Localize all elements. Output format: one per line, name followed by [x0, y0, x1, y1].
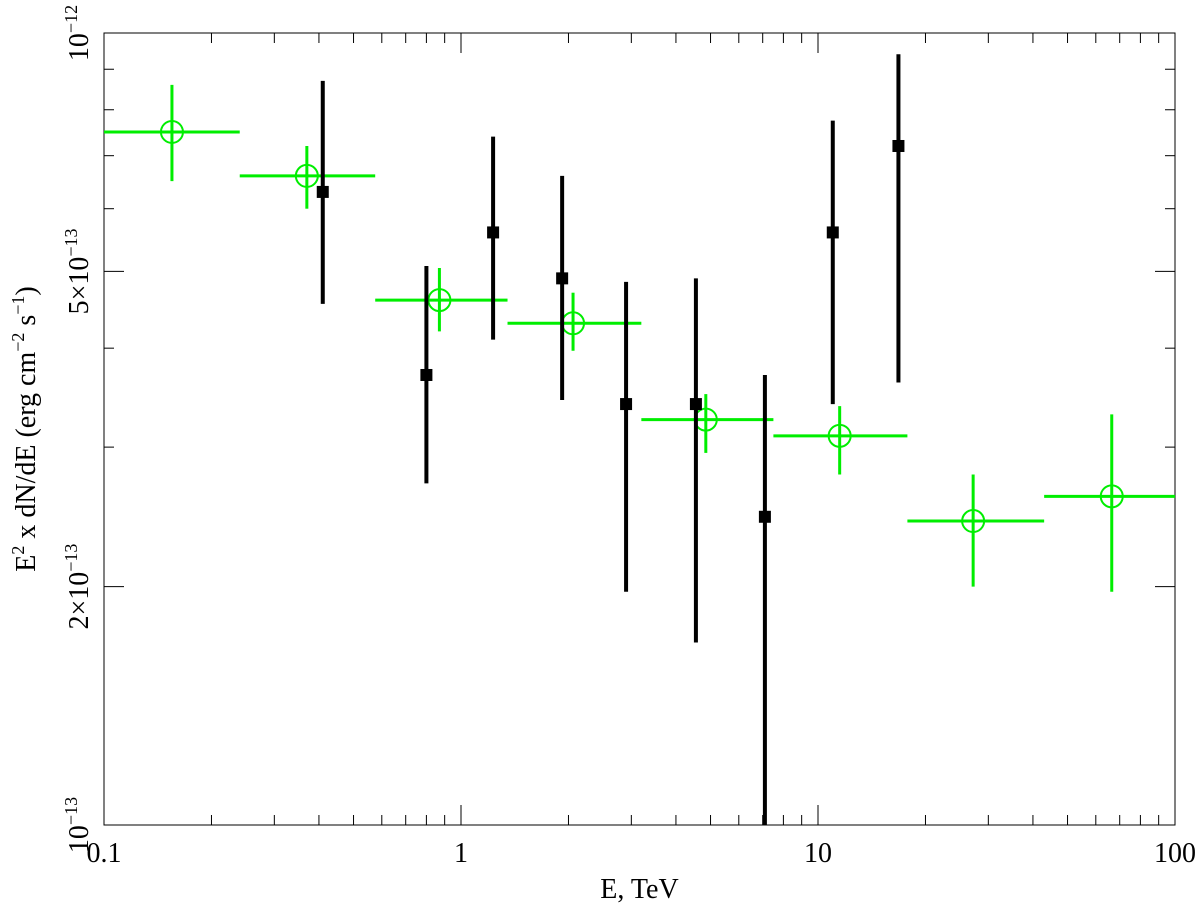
y-tick-label: 2×10−13 — [61, 544, 95, 630]
series-layer — [104, 54, 1175, 825]
data-point — [826, 226, 839, 239]
data-point — [427, 288, 452, 313]
series-0 — [104, 84, 1175, 592]
x-tick-label: 0.1 — [87, 838, 122, 869]
data-point — [556, 272, 569, 285]
x-tick-labels: 0.1 1 10 100 — [87, 838, 1197, 869]
data-point — [689, 398, 702, 411]
data-point — [1099, 484, 1124, 509]
data-point — [758, 510, 771, 523]
y-axis-label: E2 x dN/dE (erg cm−2 s−1) — [8, 286, 42, 572]
data-point — [420, 368, 433, 381]
x-tick-label: 100 — [1154, 838, 1196, 869]
data-point — [487, 226, 500, 239]
data-point — [961, 509, 986, 534]
plot-frame — [103, 32, 1176, 826]
y-tick-label: 5×10−13 — [61, 228, 95, 314]
data-point — [892, 139, 905, 152]
data-point — [316, 185, 329, 198]
data-point — [620, 398, 633, 411]
y-tick-label: 10−12 — [61, 5, 95, 61]
y-tick-labels: 10−13 2×10−13 5×10−13 10−12 — [61, 5, 95, 853]
x-tick-label: 1 — [454, 838, 468, 869]
data-point — [159, 119, 184, 144]
major-ticks — [103, 32, 1176, 826]
data-point — [294, 163, 319, 188]
y-tick-label: 10−13 — [61, 797, 95, 853]
x-tick-label: 10 — [804, 838, 832, 869]
x-axis-label: E, TeV — [600, 874, 678, 905]
minor-ticks — [104, 33, 1175, 825]
data-point — [827, 423, 852, 448]
series-1 — [316, 54, 905, 825]
